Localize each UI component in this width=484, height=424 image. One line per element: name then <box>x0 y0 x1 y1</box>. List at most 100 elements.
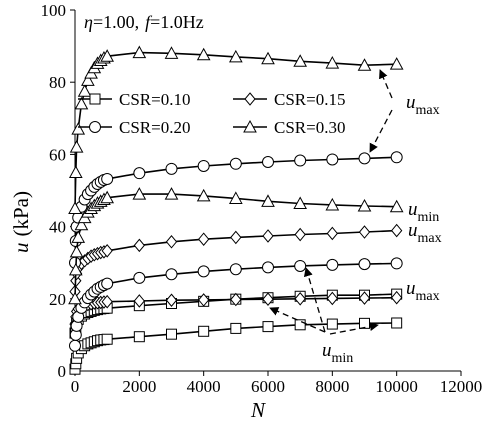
diamond-marker <box>391 223 403 238</box>
triangle-marker <box>77 84 92 97</box>
annotation-umax-middle: umax <box>408 220 442 246</box>
eta-symbol: η <box>84 12 93 32</box>
circle-marker <box>89 121 101 133</box>
circle-marker <box>326 258 339 271</box>
square-marker <box>230 322 242 334</box>
circle-marker <box>197 159 210 172</box>
triangle-marker <box>261 51 275 65</box>
series-triangle-max <box>68 45 404 215</box>
series-layer <box>68 45 404 375</box>
circle-marker <box>133 167 146 180</box>
triangle-marker <box>357 58 372 71</box>
square-marker <box>359 317 370 329</box>
circle-marker <box>165 162 178 175</box>
triangle-marker <box>325 56 340 69</box>
circle-marker <box>229 263 242 276</box>
annotation-sub: min <box>418 210 440 225</box>
square-marker <box>89 93 101 105</box>
diamond-marker <box>358 225 371 239</box>
diamond-marker <box>244 92 256 106</box>
diamond-marker <box>326 291 338 306</box>
diamond-marker <box>198 293 210 307</box>
circle-marker <box>262 261 274 274</box>
triangle-marker <box>69 244 84 258</box>
series-circle-min <box>69 257 403 352</box>
legend-entry-diamond: CSR=0.15 <box>233 90 345 109</box>
series-diamond-min <box>69 223 403 299</box>
circle-marker <box>133 271 146 284</box>
diamond-marker <box>230 230 242 245</box>
annotation-main: u <box>406 278 416 299</box>
circle-marker <box>229 157 242 170</box>
triangle-marker <box>68 201 82 215</box>
circle-marker <box>358 152 371 165</box>
diamond-marker <box>262 292 274 306</box>
triangle-marker <box>68 291 82 305</box>
triangle-marker <box>132 45 147 59</box>
triangle-marker <box>100 190 115 204</box>
triangle-marker <box>228 49 243 63</box>
square-marker <box>262 321 274 333</box>
x-tick-label: 6000 <box>251 377 285 396</box>
triangle-marker <box>164 46 179 59</box>
x-tick-label: 8000 <box>315 377 349 396</box>
series-line <box>74 156 397 263</box>
legend: CSR=0.10 CSR=0.15 CSR=0.20 CSR=0.30 <box>78 90 345 137</box>
square-marker <box>391 317 403 329</box>
circle-marker <box>358 258 371 271</box>
legend-entry-square: CSR=0.10 <box>78 90 190 109</box>
triangle-marker <box>196 47 211 61</box>
legend-entry-triangle: CSR=0.30 <box>233 118 345 137</box>
annotation-umin-upper: umin <box>408 199 439 225</box>
circle-marker <box>390 257 403 270</box>
triangle-marker <box>74 96 89 110</box>
x-tick-label: 0 <box>71 377 80 396</box>
arrow-umin-to-csr010 <box>329 322 379 335</box>
triangle-marker <box>357 198 372 212</box>
circle-marker <box>390 151 403 164</box>
f-value: =1.0Hz <box>150 12 204 32</box>
diamond-marker <box>198 232 210 247</box>
annotation-umax-lower: umax <box>406 278 440 304</box>
annotation-umax-top: umax <box>406 92 440 118</box>
triangle-marker <box>81 73 95 86</box>
legend-label: CSR=0.30 <box>274 118 345 137</box>
y-tick-label: 40 <box>49 218 66 237</box>
diamond-marker <box>326 226 338 241</box>
y-tick-label: 0 <box>58 362 67 381</box>
series-line <box>74 193 397 299</box>
arrow-umax-to-csr030 <box>379 69 393 99</box>
square-marker <box>198 325 210 337</box>
x-tick-label: 2000 <box>122 377 156 396</box>
triangle-marker <box>228 191 243 204</box>
circle-marker <box>165 268 178 281</box>
y-tick-label: 100 <box>41 1 67 20</box>
arrow-umin-to-csr020 <box>303 267 326 333</box>
triangle-marker <box>389 57 404 70</box>
triangle-marker <box>100 49 115 62</box>
annotation-sub: max <box>418 231 442 246</box>
square-marker <box>166 328 177 340</box>
diamond-marker <box>165 293 178 308</box>
square-marker <box>294 319 306 331</box>
eta-value: =1.00, <box>93 12 139 32</box>
triangle-marker <box>261 194 275 207</box>
triangle-marker <box>68 165 83 178</box>
diamond-marker <box>101 244 113 258</box>
triangle-marker <box>132 187 147 200</box>
square-marker <box>101 333 113 345</box>
triangle-marker <box>69 140 84 153</box>
annotation-sub: max <box>416 103 440 118</box>
square-marker <box>133 331 145 343</box>
arrow-umin-to-csr015 <box>269 307 326 333</box>
annotation-sub: min <box>332 351 354 366</box>
diamond-marker <box>294 292 306 306</box>
y-tick-label: 60 <box>49 145 66 164</box>
y-tick-label: 20 <box>49 290 66 309</box>
diamond-marker <box>133 294 145 308</box>
annotation-main: u <box>322 340 332 361</box>
legend-label: CSR=0.15 <box>274 90 345 109</box>
annotation-main: u <box>408 220 418 241</box>
annotation-main: u <box>406 92 416 113</box>
x-tick-label: 10000 <box>375 377 418 396</box>
